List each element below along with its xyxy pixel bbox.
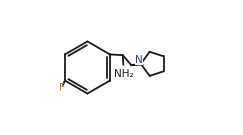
Text: F: F bbox=[59, 83, 65, 93]
Text: NH₂: NH₂ bbox=[113, 68, 133, 78]
Text: N: N bbox=[135, 55, 143, 65]
